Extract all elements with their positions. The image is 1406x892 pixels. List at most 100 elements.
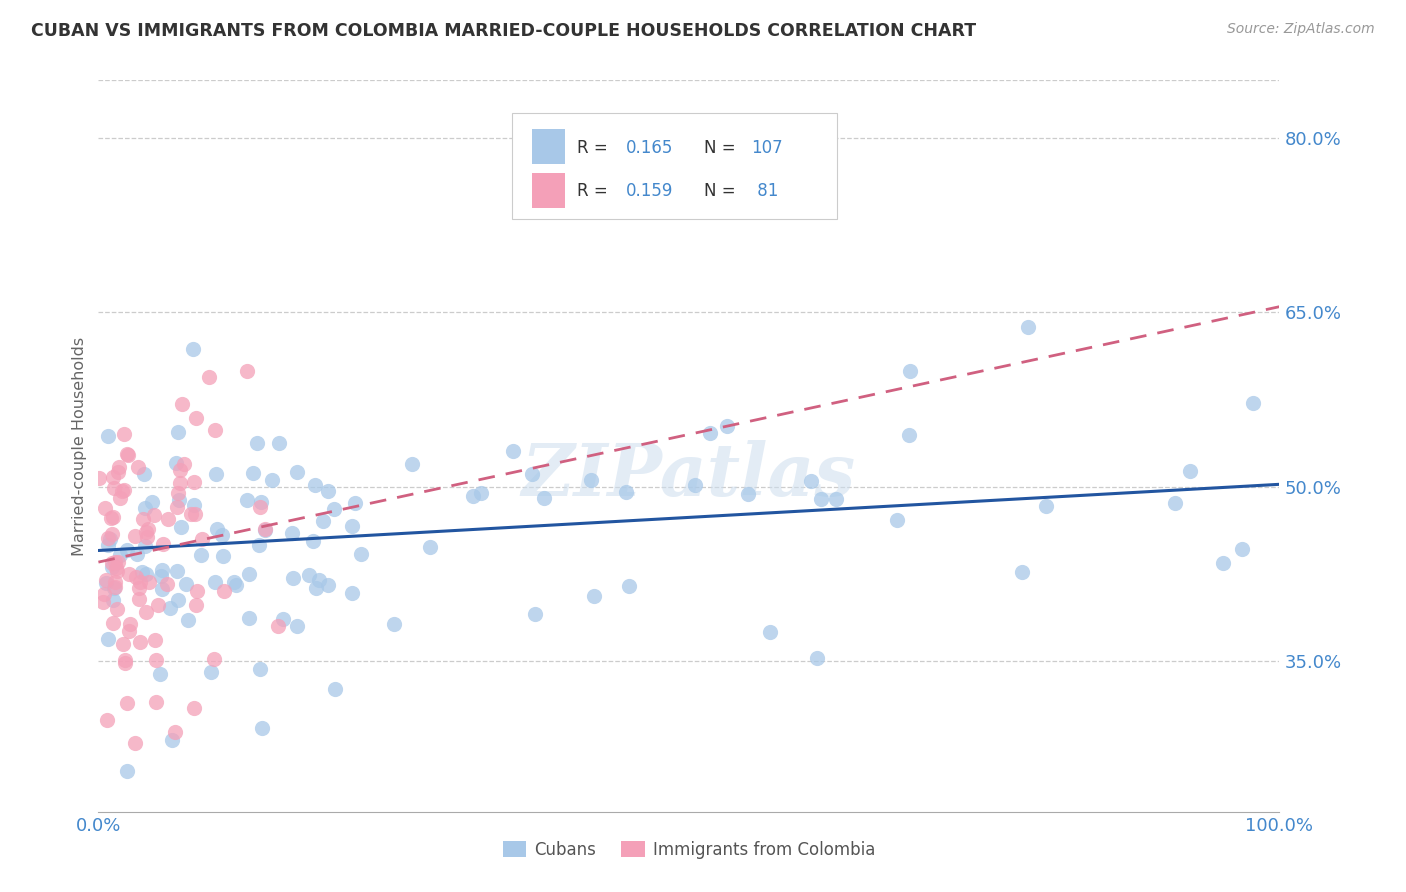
Point — [1212, 556, 1234, 570]
Legend: Cubans, Immigrants from Colombia: Cubans, Immigrants from Colombia — [496, 834, 882, 865]
Point — [520, 467, 543, 481]
Text: 0.165: 0.165 — [626, 139, 673, 158]
Point — [134, 540, 156, 554]
Point — [108, 459, 131, 474]
Point — [800, 474, 823, 488]
Point — [97, 429, 120, 443]
Text: 81: 81 — [752, 182, 778, 200]
Point — [250, 721, 273, 735]
Point — [160, 732, 183, 747]
Point — [146, 599, 169, 613]
Point — [152, 537, 174, 551]
Text: ZIPatlas: ZIPatlas — [522, 440, 856, 511]
Point — [1178, 464, 1201, 478]
Point — [304, 477, 326, 491]
FancyBboxPatch shape — [531, 129, 565, 164]
Point — [145, 694, 167, 708]
Point — [614, 484, 637, 499]
Point — [104, 574, 127, 589]
Point — [159, 601, 181, 615]
Point — [96, 573, 118, 587]
Point — [172, 397, 194, 411]
Point — [134, 501, 156, 516]
Point — [180, 507, 202, 521]
Point — [1230, 542, 1253, 557]
Point — [236, 492, 259, 507]
Point — [101, 615, 124, 630]
Point — [897, 428, 920, 442]
Point — [167, 592, 190, 607]
Point — [118, 624, 141, 638]
Point — [184, 507, 207, 521]
Point — [249, 662, 271, 676]
Point — [246, 435, 269, 450]
Point — [181, 343, 204, 357]
Point — [280, 525, 302, 540]
Point — [98, 532, 121, 546]
Point — [285, 618, 308, 632]
Point — [806, 651, 828, 665]
Point — [107, 555, 129, 569]
Point — [1241, 396, 1264, 410]
Point — [254, 522, 277, 536]
Point — [128, 634, 150, 648]
Point — [105, 564, 128, 578]
Point — [183, 475, 205, 489]
Point — [205, 467, 228, 481]
Text: 107: 107 — [752, 139, 783, 158]
Point — [143, 633, 166, 648]
Point — [211, 527, 233, 541]
Point — [211, 549, 233, 564]
Point — [298, 567, 321, 582]
Point — [150, 582, 173, 596]
Point — [124, 529, 146, 543]
Text: 0.159: 0.159 — [626, 182, 673, 200]
Point — [312, 514, 335, 528]
Point — [470, 486, 492, 500]
Y-axis label: Married-couple Households: Married-couple Households — [72, 336, 87, 556]
Point — [169, 475, 191, 490]
Point — [716, 418, 738, 433]
Point — [150, 563, 173, 577]
Point — [112, 427, 135, 442]
Point — [1035, 499, 1057, 513]
Point — [128, 591, 150, 606]
Point — [108, 548, 131, 562]
Point — [617, 579, 640, 593]
Point — [322, 502, 344, 516]
Point — [128, 575, 150, 590]
Point — [111, 484, 134, 499]
Point — [177, 613, 200, 627]
Point — [156, 577, 179, 591]
Point — [207, 522, 229, 536]
Point — [316, 578, 339, 592]
Point — [225, 578, 247, 592]
Point — [699, 426, 721, 441]
Point — [96, 714, 118, 728]
Point — [111, 636, 134, 650]
Point — [238, 567, 260, 582]
Text: N =: N = — [704, 182, 741, 200]
Point — [157, 511, 180, 525]
Point — [127, 460, 149, 475]
Point — [165, 724, 187, 739]
Point — [523, 607, 546, 621]
Point — [131, 566, 153, 580]
Point — [131, 512, 153, 526]
Point — [149, 667, 172, 681]
Point — [135, 605, 157, 619]
Point — [183, 499, 205, 513]
Point — [110, 491, 132, 506]
Point — [190, 533, 212, 547]
Point — [247, 538, 270, 552]
Point — [93, 587, 115, 601]
Point — [105, 601, 128, 615]
Point — [114, 657, 136, 671]
Point — [166, 564, 188, 578]
Point — [87, 471, 110, 485]
Point — [260, 473, 283, 487]
Point — [267, 435, 290, 450]
Point — [115, 764, 138, 779]
Point — [186, 583, 208, 598]
Point — [204, 574, 226, 589]
